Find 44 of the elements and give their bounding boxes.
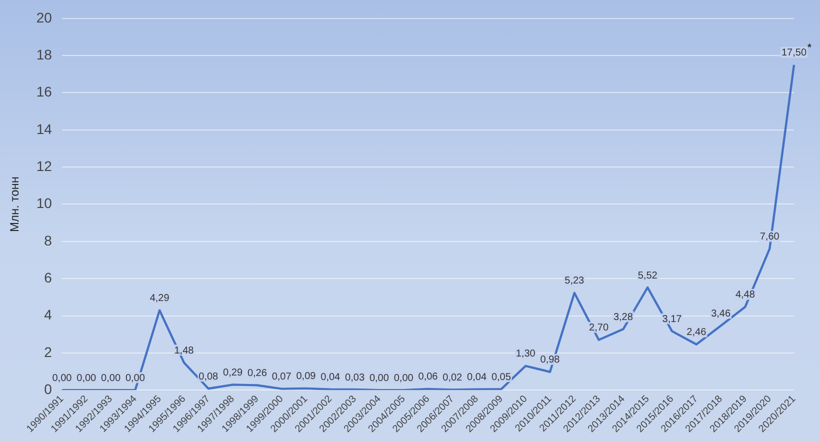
data-label: 0,06 (418, 372, 438, 383)
data-label: 0,08 (198, 371, 219, 382)
data-label: 0,26 (247, 368, 268, 380)
y-tick-label: 8 (44, 232, 52, 248)
data-label: 0,29 (223, 367, 243, 378)
y-tick-label: 12 (36, 158, 52, 174)
data-label: 0,98 (540, 354, 560, 366)
y-tick-label: 0 (44, 380, 52, 397)
data-label: 0,03 (345, 372, 365, 384)
data-label: 0,00 (394, 372, 414, 384)
data-label: 0,07 (272, 372, 292, 383)
data-label: 0,09 (296, 371, 316, 382)
data-label: 1,48 (174, 345, 194, 356)
data-label: 5,23 (564, 276, 585, 287)
data-label: 0,04 (320, 372, 341, 384)
data-label: 2,46 (686, 327, 707, 338)
data-label: 17,50 (781, 48, 807, 59)
annotation: * (808, 42, 812, 54)
data-label: 0,00 (52, 372, 72, 384)
data-label: 0,00 (125, 372, 146, 384)
y-tick-label: 2 (44, 344, 52, 360)
data-label: 3,17 (662, 314, 682, 325)
data-label: 0,05 (491, 372, 512, 383)
data-label: 4,29 (150, 293, 170, 304)
data-label: 3,46 (711, 308, 731, 320)
data-label: 4,48 (735, 290, 756, 301)
data-label: 7,60 (760, 232, 780, 243)
data-label: 2,70 (589, 322, 609, 334)
y-tick-label: 18 (36, 46, 52, 62)
data-label: 5,52 (638, 270, 658, 282)
data-label: 0,00 (76, 372, 97, 384)
y-tick-label: 4 (44, 306, 52, 323)
y-tick-label: 6 (44, 269, 52, 286)
data-label: 0,00 (101, 372, 121, 384)
data-label: 1,30 (516, 348, 536, 360)
y-axis-title: Млн. тонн (8, 176, 22, 232)
data-label: 0,00 (369, 372, 390, 384)
data-label: 0,02 (442, 372, 463, 384)
data-label: 3,28 (613, 312, 634, 323)
y-tick-label: 10 (36, 195, 52, 212)
data-label: 0,04 (467, 372, 487, 384)
y-tick-label: 14 (36, 120, 52, 137)
y-tick-label: 20 (36, 9, 52, 26)
y-tick-label: 16 (36, 84, 52, 100)
